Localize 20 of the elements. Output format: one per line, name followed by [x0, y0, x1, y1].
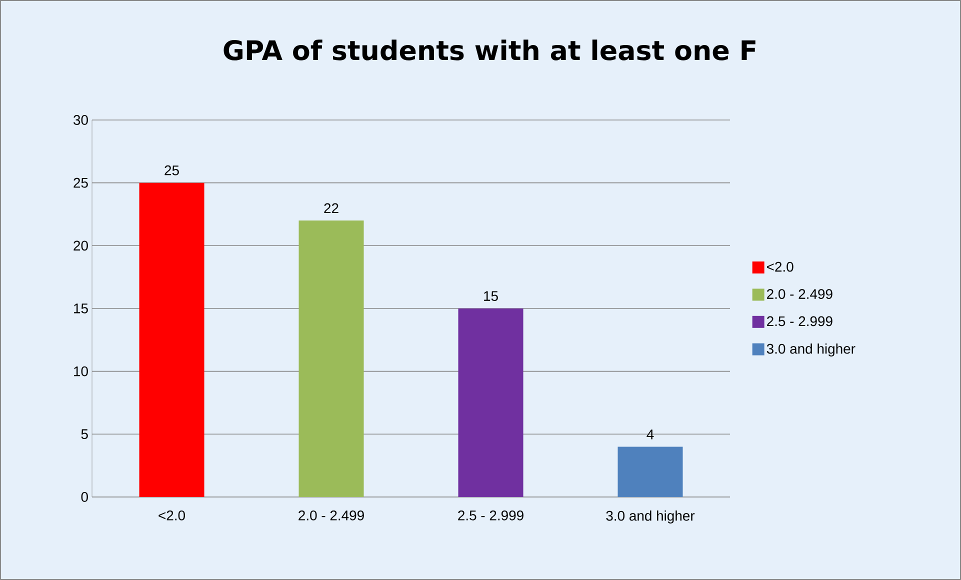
y-tick-label: 20: [74, 240, 88, 251]
y-tick-label: 15: [74, 304, 88, 314]
y-tick-label: 0: [81, 492, 88, 502]
y-tick-label: 5: [81, 429, 88, 440]
x-tick-label: <2.0: [158, 510, 185, 520]
data-label: 4: [646, 430, 654, 440]
y-tick-label: 10: [74, 366, 88, 376]
legend-label: 3.0 and higher: [766, 344, 856, 357]
x-tick-label: 2.5 - 2.999: [458, 510, 524, 520]
y-tick-label: 30: [74, 115, 88, 125]
legend-label: 2.0 - 2.499: [767, 289, 832, 299]
legend-label: <2.0: [767, 262, 794, 272]
y-tick-label: 25: [74, 178, 88, 188]
legend-label: 2.5 - 2.999: [767, 316, 832, 326]
x-tick-label: 2.0 - 2.499: [298, 510, 364, 520]
x-tick-label: 3.0 and higher: [606, 510, 695, 524]
data-label: 22: [324, 203, 338, 213]
data-label: 15: [484, 291, 498, 301]
data-label: 25: [164, 165, 179, 176]
chart-title: GPA of students with at least one F: [224, 40, 756, 60]
